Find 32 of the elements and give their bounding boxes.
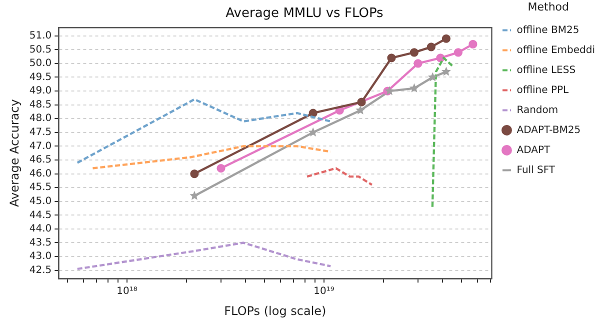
legend-label: offline Embeddi xyxy=(516,44,596,56)
y-tick-label: 48.5 xyxy=(29,99,52,110)
y-tick-label: 46.5 xyxy=(29,154,52,166)
y-tick-label: 42.5 xyxy=(29,264,52,276)
y-tick-label: 47.0 xyxy=(29,140,52,152)
legend-label: offline PPL xyxy=(516,84,570,96)
y-tick-label: 48.0 xyxy=(29,113,52,124)
y-tick-label: 43.0 xyxy=(29,251,52,262)
y-tick-label: 44.5 xyxy=(29,210,52,221)
y-tick-label: 43.5 xyxy=(29,237,52,248)
y-tick-label: 45.5 xyxy=(29,182,52,194)
legend-label: ADAPT-BM25 xyxy=(516,124,581,136)
y-tick-label: 50.5 xyxy=(29,44,52,56)
y-tick-label: 45.0 xyxy=(29,196,52,207)
y-tick-label: 50.0 xyxy=(29,58,52,70)
x-axis-title: FLOPs (log scale) xyxy=(224,304,326,318)
y-tick-label: 46.0 xyxy=(29,168,52,180)
legend-label: offline LESS xyxy=(516,64,576,76)
legend-label: Random xyxy=(516,104,558,116)
x-tick-label: 10¹⁸ xyxy=(116,286,138,298)
y-tick-label: 44.0 xyxy=(29,224,52,235)
x-tick-label: 10¹⁹ xyxy=(314,286,334,298)
legend-title: Method xyxy=(528,0,569,14)
y-tick-label: 49.0 xyxy=(29,86,52,97)
legend-label: Full SFT xyxy=(516,164,556,176)
chart-title: Average MMLU vs FLOPs xyxy=(226,6,384,22)
legend-label: ADAPT xyxy=(516,144,551,156)
y-tick-label: 49.5 xyxy=(29,72,52,83)
legend-label: offline BM25 xyxy=(516,24,580,36)
y-axis-title: Average Accuracy xyxy=(7,99,22,208)
y-tick-label: 51.0 xyxy=(29,30,52,42)
y-tick-label: 47.5 xyxy=(29,127,52,138)
